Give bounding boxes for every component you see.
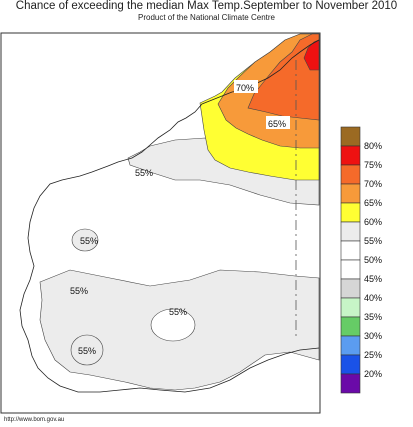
map-frame — [0, 32, 321, 414]
legend-label-70: 70% — [364, 179, 382, 189]
shade-55-west — [71, 228, 99, 252]
map-title: Chance of exceeding the median Max Temp.… — [15, 0, 398, 12]
legend-label-45: 45% — [364, 274, 382, 284]
contour-labels: 70% 65% 55% 55% 55% 55% 55% — [70, 80, 290, 356]
coastline — [19, 39, 320, 393]
contour-label-55-west: 55% — [80, 236, 98, 246]
legend-label-25: 25% — [364, 350, 382, 360]
contour-label-55-north: 55% — [135, 168, 153, 178]
legend-swatch-20 — [340, 354, 361, 375]
legend-label-35: 35% — [364, 312, 382, 322]
contour-label-55-southwest: 55% — [78, 346, 96, 356]
legend-swatch-25 — [340, 335, 361, 356]
legend-swatch-60 — [340, 202, 361, 223]
legend-label-40: 40% — [364, 293, 382, 303]
contour-label-65: 65% — [268, 119, 286, 129]
shade-55-inner — [150, 308, 196, 342]
contour-label-55-south: 55% — [70, 286, 88, 296]
legend-label-20: 20% — [364, 369, 382, 379]
legend-swatch-30 — [340, 316, 361, 337]
legend-label-50: 50% — [364, 255, 382, 265]
contour-label-70: 70% — [236, 83, 254, 93]
legend-swatch-40 — [340, 278, 361, 299]
legend-swatch-70 — [340, 164, 361, 185]
legend-label-65: 65% — [364, 198, 382, 208]
shade-55-southwest — [70, 334, 104, 366]
legend-swatch-65 — [340, 183, 361, 204]
legend-swatch-55 — [340, 221, 361, 242]
legend-label-75: 75% — [364, 160, 382, 170]
legend-swatch-50 — [340, 240, 361, 261]
legend-label-80: 80% — [364, 141, 382, 151]
climate-map: 70% 65% 55% 55% 55% 55% 55% 80% 75% 70% 65%… — [0, 32, 382, 414]
legend-swatch-bottom — [340, 373, 361, 394]
legend-label-55: 55% — [364, 236, 382, 246]
legend-swatch-75 — [340, 145, 361, 166]
legend-swatch-35 — [340, 297, 361, 318]
legend-swatch-45 — [340, 259, 361, 280]
map-subtitle: Product of the National Climate Centre — [138, 13, 275, 22]
legend: 80% 75% 70% 65% 60% 55% 50% 45% 40% 35% 30% 25% 20% — [340, 126, 382, 394]
contour-label-55-inner: 55% — [169, 307, 187, 317]
legend-swatch-80 — [340, 126, 361, 147]
legend-label-30: 30% — [364, 331, 382, 341]
legend-label-60: 60% — [364, 217, 382, 227]
credit-url: http://www.bom.gov.au — [4, 417, 65, 423]
